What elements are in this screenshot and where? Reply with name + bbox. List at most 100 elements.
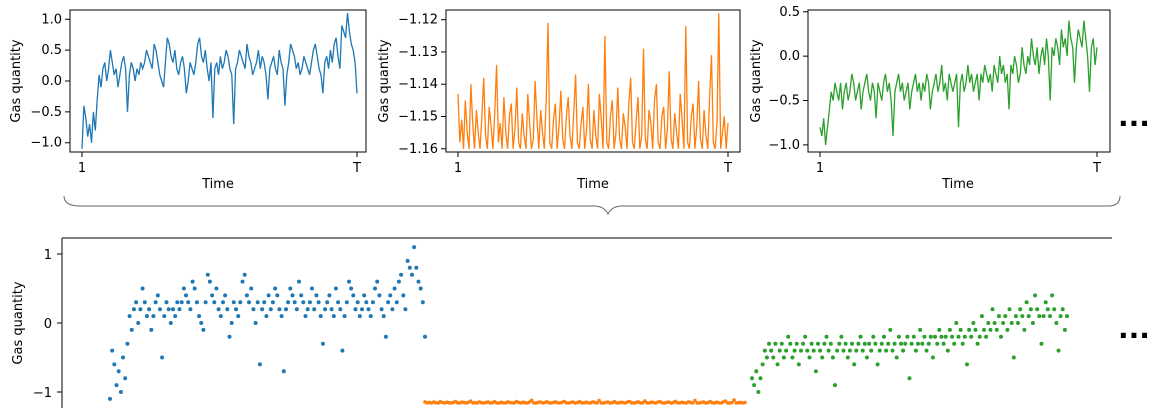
scatter-point	[179, 300, 184, 305]
scatter-point	[190, 279, 195, 284]
scatter-point	[784, 348, 789, 353]
scatter-point	[732, 398, 736, 402]
scatter-point	[871, 334, 876, 339]
scatter-point	[327, 293, 332, 298]
scatter-point	[1024, 300, 1029, 305]
curly-brace	[63, 195, 1121, 216]
scatter-point	[281, 369, 286, 374]
scatter-point	[329, 307, 334, 312]
scatter-point	[862, 341, 867, 346]
scatter-point	[357, 314, 362, 319]
scatter-point	[1065, 314, 1069, 319]
scatter-point	[762, 348, 767, 353]
scatter-point	[901, 348, 906, 353]
scatter-point	[392, 286, 397, 291]
scatter-point	[368, 314, 373, 319]
panel-1-xtick-first: 1	[78, 161, 86, 176]
panel-2-xtick-first: 1	[454, 161, 462, 176]
scatter-point	[394, 300, 399, 305]
panel-1-y-ticks: −1.0 −0.5 0.0 0.5 1.0	[30, 12, 70, 151]
scatter-point	[125, 341, 130, 346]
scatter-point	[801, 341, 806, 346]
panel-3-y-ticks: −1.0 −0.5 0.0 0.5	[768, 5, 808, 153]
scatter-point	[1016, 321, 1020, 325]
scatter-point	[773, 341, 778, 346]
scatter-point	[869, 348, 874, 353]
scatter-point	[310, 286, 314, 291]
scatter-point	[837, 341, 842, 346]
scatter-point	[312, 307, 317, 312]
scatter-point	[268, 307, 273, 312]
scatter-point	[756, 390, 761, 394]
scatter-point	[922, 334, 927, 339]
scatter-point	[771, 355, 776, 360]
scatter-point	[121, 355, 125, 360]
scatter-point	[262, 300, 267, 305]
panel-3-ylabel: Gas quantity	[749, 39, 764, 122]
panel-3-xtick-first: 1	[816, 161, 824, 176]
scatter-point	[754, 369, 759, 374]
scatter-point	[390, 307, 395, 312]
panel-2-xtick-last: T	[723, 161, 732, 176]
scatter-point	[244, 293, 249, 298]
scatter-point	[950, 334, 955, 339]
scatter-panel: −1 0 1 Gas quantity	[11, 237, 1112, 408]
scatter-point	[882, 334, 886, 339]
scatter-point	[225, 307, 230, 312]
scatter-point	[818, 348, 823, 353]
scatter-point	[839, 334, 844, 339]
scatter-point	[1045, 307, 1050, 312]
scatter-point	[386, 300, 391, 305]
scatter-point	[805, 348, 810, 353]
scatter-point	[134, 300, 139, 305]
panel-1-xtick-last: T	[352, 161, 361, 176]
scatter-point	[318, 314, 323, 319]
scatter-point	[994, 327, 999, 332]
scatter-point	[344, 300, 349, 305]
scatter-point	[247, 300, 251, 305]
scatter-point	[231, 300, 236, 305]
scatter-point	[186, 300, 191, 305]
scatter-point	[181, 286, 186, 291]
scatter-ylabel: Gas quantity	[11, 281, 26, 364]
scatter-point	[924, 348, 929, 353]
panel-2-ytick-label: −1.12	[398, 13, 438, 28]
scatter-point	[110, 348, 115, 353]
scatter-point	[255, 300, 260, 305]
scatter-point	[118, 390, 123, 394]
panel-2-series-line	[457, 13, 729, 149]
scatter-point	[142, 300, 147, 305]
scatter-point	[1033, 293, 1038, 298]
scatter-point	[234, 307, 238, 312]
scatter-point	[826, 348, 831, 353]
scatter-point	[777, 348, 782, 353]
scatter-point	[116, 369, 121, 374]
scatter-point	[975, 341, 980, 346]
scatter-point	[420, 300, 425, 305]
scatter-point	[149, 327, 154, 332]
scatter-point	[1018, 307, 1023, 312]
scatter-point	[299, 293, 304, 298]
scatter-point	[933, 334, 937, 339]
panel-3-series-line	[819, 20, 1098, 145]
scatter-point	[127, 314, 132, 319]
scatter-point	[238, 300, 243, 305]
scatter-y-ticks: −1 0 1	[33, 248, 62, 401]
scatter-point	[960, 341, 965, 346]
scatter-point	[249, 286, 254, 291]
scatter-point	[945, 348, 950, 353]
scatter-point	[347, 279, 351, 284]
scatter-point	[320, 341, 325, 346]
scatter-point	[114, 383, 119, 388]
scatter-point	[760, 362, 765, 367]
panel-3-frame	[807, 9, 1111, 153]
scatter-point	[229, 321, 234, 325]
scatter-point	[333, 286, 338, 291]
scatter-point	[860, 348, 865, 353]
scatter-point	[1062, 327, 1067, 332]
scatter-point	[947, 327, 952, 332]
scatter-point	[184, 293, 188, 298]
scatter-point	[401, 293, 406, 298]
scatter-point	[824, 334, 829, 339]
scatter-point	[366, 307, 371, 312]
